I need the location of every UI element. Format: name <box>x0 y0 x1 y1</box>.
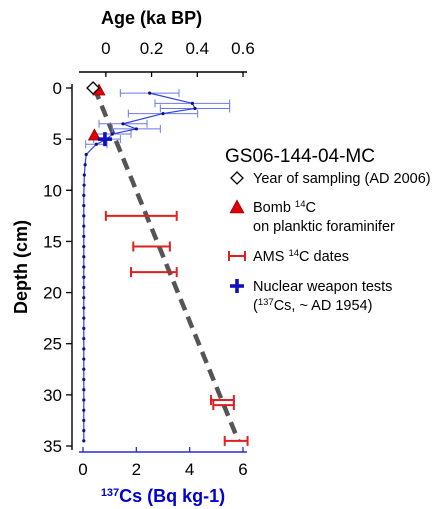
cs-point <box>82 398 86 402</box>
legend-label-part: AMS <box>253 249 288 265</box>
cs-point <box>82 377 86 382</box>
cs-point <box>82 367 86 371</box>
legend-label: Bomb 14C <box>253 199 316 217</box>
legend-label: (137Cs, ~ AD 1954) <box>253 297 372 315</box>
legend-label: on planktic foraminifer <box>253 219 395 235</box>
depth-axis-tick-label: 5 <box>53 130 62 149</box>
legend-label-sup: 14 <box>288 248 299 259</box>
cs-point <box>82 265 86 269</box>
legend-label: Nuclear weapon tests <box>253 279 392 295</box>
depth-axis-tick-label: 25 <box>43 335 62 354</box>
cs-point <box>82 234 86 238</box>
bottom-axis-tick-label: 0 <box>78 460 87 479</box>
cs-point <box>148 91 152 95</box>
top-axis-tick-label: 0 <box>101 39 110 58</box>
cs-point <box>82 173 86 177</box>
cs-point <box>82 285 86 290</box>
bottom-axis-title-main: Cs (Bq kg-1) <box>119 486 225 506</box>
depth-axis-title: Depth (cm) <box>11 220 31 314</box>
cs-point <box>82 439 86 443</box>
legend-label: AMS 14C dates <box>253 248 349 266</box>
top-axis-tick-label: 0.4 <box>185 39 209 58</box>
cs-point <box>161 111 165 116</box>
top-axis-title: Age (ka BP) <box>101 8 202 28</box>
top-axis-tick-label: 0.6 <box>231 39 255 58</box>
cs-point <box>82 347 86 351</box>
cs-point <box>82 183 86 187</box>
legend-symbol-triangle <box>229 199 245 214</box>
legend-label-part: Cs, ~ AD 1954) <box>274 298 373 314</box>
legend-label-part: Bomb <box>253 200 295 216</box>
age-model-line <box>92 87 241 442</box>
cs-point <box>82 214 86 218</box>
cs-point <box>83 163 87 167</box>
legend-symbol-diamond <box>230 171 244 185</box>
cs-point <box>190 101 194 105</box>
cs-point <box>82 193 86 197</box>
depth-axis-tick-label: 15 <box>43 232 62 251</box>
depth-axis-tick-label: 30 <box>43 386 62 405</box>
cs-point <box>84 152 88 157</box>
cs-point <box>82 408 86 412</box>
depth-axis-tick-label: 10 <box>43 181 62 200</box>
cs-point <box>82 418 86 423</box>
cs-point <box>82 204 86 208</box>
bottom-axis-tick-label: 4 <box>185 460 194 479</box>
cs-point <box>82 316 86 320</box>
depth-axis-tick-label: 20 <box>43 284 62 303</box>
legend-label-part: on planktic foraminifer <box>253 219 395 235</box>
cs-point <box>193 106 197 111</box>
legend-label-part: C dates <box>299 249 349 265</box>
cs-point <box>121 122 125 126</box>
top-axis-tick-label: 0.2 <box>140 39 164 58</box>
legend-label-sup: 14 <box>295 199 306 210</box>
bomb-c14-marker <box>87 128 101 141</box>
bottom-axis-tick-label: 6 <box>238 460 247 479</box>
cs-point <box>82 255 86 259</box>
cs-point <box>82 244 86 249</box>
cs-point <box>82 306 86 310</box>
series-layer <box>82 81 249 446</box>
cs-point <box>82 296 86 300</box>
cs-point <box>82 275 86 279</box>
sampling-year-marker <box>86 81 100 95</box>
cs-point <box>110 132 114 136</box>
core-title: GS06-144-04-MC <box>225 146 375 167</box>
cs-point <box>82 326 86 330</box>
cs-point <box>82 224 86 228</box>
legend: GS06-144-04-MC Year of sampling (AD 2006)… <box>225 146 431 314</box>
legend-label-part: Nuclear weapon tests <box>253 279 392 295</box>
bottom-axis-title-sup: 137 <box>101 487 119 499</box>
cs-point <box>134 127 138 131</box>
legend-label-part: Year of sampling (AD 2006) <box>253 171 431 187</box>
cs-point <box>82 357 86 361</box>
legend-label-part: ( <box>253 298 258 314</box>
legend-label-sup: 137 <box>258 297 274 308</box>
cs-point <box>82 337 86 341</box>
bottom-axis-title: 137Cs (Bq kg-1) <box>101 486 225 506</box>
cs-point <box>82 429 86 433</box>
cs-profile-line <box>83 92 196 441</box>
legend-label: Year of sampling (AD 2006) <box>253 171 431 187</box>
depth-axis-tick-label: 35 <box>43 437 62 456</box>
legend-label-part: C <box>306 200 316 216</box>
cs-point <box>82 388 86 392</box>
depth-axis-tick-label: 0 <box>53 79 62 98</box>
bottom-axis-tick-label: 2 <box>132 460 141 479</box>
axes-layer: 0 0.2 0.4 0.6 Age (ka BP) 0 2 4 6 137Cs (Bq kg-1)… <box>11 8 255 506</box>
cs-point <box>94 142 98 146</box>
